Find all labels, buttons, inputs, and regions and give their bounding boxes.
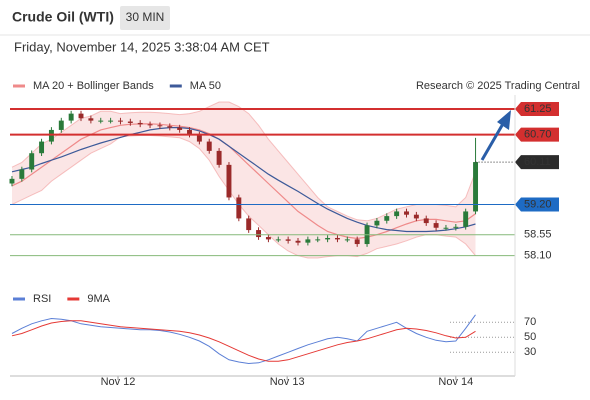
candle-body: [236, 197, 242, 219]
level-tag: [515, 155, 559, 170]
trend-arrow: [480, 121, 506, 161]
bollinger-upper: [11, 101, 476, 222]
candle-body: [39, 141, 45, 154]
bollinger-lower: [11, 135, 476, 259]
candle-body: [285, 239, 291, 241]
candle-body: [453, 226, 459, 228]
candle-body: [68, 113, 74, 121]
candle-body: [88, 118, 94, 121]
x-tick-label: Nov 14: [438, 376, 473, 388]
candle-body: [374, 220, 380, 226]
trend-arrow-head: [497, 110, 511, 130]
candle-body: [443, 227, 449, 229]
level-label: 59.20: [524, 198, 552, 210]
candle-body: [334, 237, 340, 240]
x-tick-label: Nov 12: [101, 376, 136, 388]
candle-body: [108, 120, 114, 122]
candle-body: [118, 120, 123, 122]
candle-body: [167, 126, 173, 128]
timeframe-badge: [120, 6, 170, 30]
candle-body: [423, 218, 429, 224]
rsi-line: [11, 320, 476, 362]
price-panel: MA 20 + Bollinger Bands MA 50 61.25 60.70 60…: [9, 80, 559, 388]
candle-body: [315, 239, 321, 241]
level-label: 61.25: [524, 103, 552, 115]
ma-line: [11, 127, 476, 233]
candle-body: [344, 239, 350, 241]
candle-body: [354, 239, 360, 245]
legend-label: 9MA: [87, 293, 110, 305]
candle-body: [187, 129, 192, 135]
legend-label: RSI: [33, 293, 51, 305]
bollinger-fill: [12, 102, 476, 258]
candle-body: [196, 134, 202, 142]
candle-body: [206, 141, 212, 151]
y-tick-label: 50: [524, 331, 536, 343]
candle-body: [384, 216, 390, 221]
candle-body: [98, 120, 104, 122]
level-label: 58.55: [524, 229, 552, 241]
candle-body: [19, 169, 25, 179]
y-tick-label: 30: [524, 346, 536, 358]
candle-body: [394, 211, 400, 217]
candle-body: [147, 124, 153, 126]
y-tick-label: 70: [524, 316, 536, 328]
timeframe: 30 MIN: [126, 10, 165, 24]
candle-body: [48, 129, 54, 142]
credit: Research © 2025 Trading Central: [416, 80, 580, 92]
candle-body: [29, 153, 35, 170]
candle-body: [295, 240, 301, 243]
candle-body: [413, 214, 419, 219]
x-tick-label: Nov 13: [270, 376, 305, 388]
candle-body: [127, 121, 133, 123]
candle-body: [463, 211, 469, 227]
level-label: 58.10: [524, 250, 552, 262]
candle-body: [305, 239, 311, 243]
candle-body: [246, 218, 252, 231]
legend-label: MA 20 + Bollinger Bands: [33, 80, 154, 92]
candle-body: [226, 164, 232, 198]
level-tag: [515, 101, 559, 116]
candle-body: [256, 230, 262, 238]
level-label: 60.70: [524, 128, 552, 140]
legend-label: MA 50: [190, 80, 221, 92]
candle-body: [325, 237, 331, 240]
candle-body: [157, 125, 163, 127]
rsi-panel: RSI 9MA 30 50 70: [11, 293, 536, 365]
level-label: 60.11: [524, 156, 551, 168]
level-tag: [515, 127, 559, 142]
candle-body: [265, 237, 271, 240]
candle-body: [473, 162, 479, 212]
candle-body: [177, 127, 183, 130]
candle-body: [275, 239, 281, 241]
candle-body: [433, 223, 439, 228]
timestamp: Friday, November 14, 2025 3:38:04 AM CET: [14, 39, 270, 54]
rsi-line: [11, 314, 476, 365]
candle-body: [404, 211, 409, 215]
candle-body: [58, 120, 64, 130]
candle-body: [78, 113, 84, 119]
candle-body: [137, 122, 143, 125]
candle-body: [216, 150, 222, 165]
level-tag: [515, 197, 559, 212]
title: Crude Oil (WTI): [12, 9, 114, 25]
candle-body: [9, 178, 15, 184]
